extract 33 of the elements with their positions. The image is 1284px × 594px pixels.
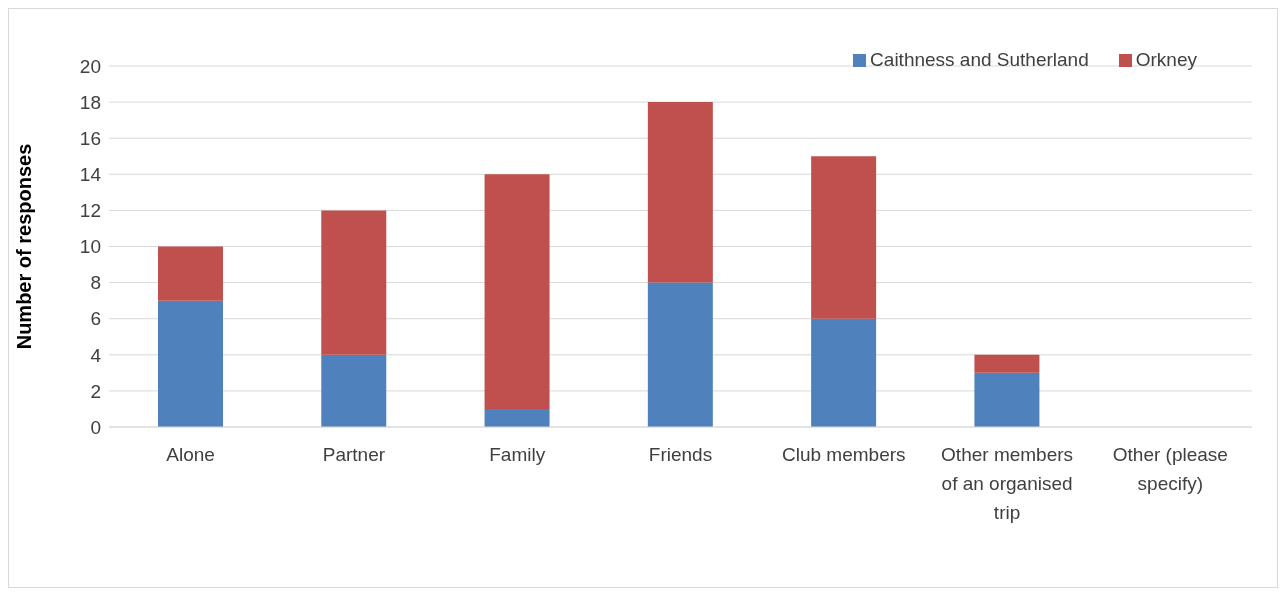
y-tick-label: 18 — [79, 91, 101, 113]
x-tick-label: Other (please specify) — [1112, 444, 1228, 494]
bar — [321, 354, 387, 427]
y-tick-label: 0 — [90, 416, 101, 438]
bar — [974, 354, 1040, 373]
y-tick-label: 16 — [79, 127, 101, 149]
bar — [157, 300, 223, 427]
bar — [974, 372, 1040, 427]
y-tick-label: 6 — [90, 308, 101, 330]
y-tick-label: 4 — [90, 344, 102, 366]
bar — [647, 102, 713, 283]
y-tick-label: 10 — [79, 236, 101, 258]
bar — [484, 174, 550, 409]
bar — [321, 210, 387, 355]
bar — [647, 282, 713, 427]
x-tick-label: Partner — [322, 444, 386, 465]
x-tick-label: Other members of an organised trip — [941, 444, 1074, 523]
x-tick-label: Family — [489, 444, 546, 465]
y-axis-title: Number of responses — [13, 143, 36, 350]
bar — [157, 246, 223, 301]
y-tick-label: 14 — [79, 164, 102, 186]
x-tick-label: Friends — [648, 444, 713, 465]
bar — [811, 318, 877, 427]
y-tick-label: 2 — [90, 380, 101, 402]
y-tick-label: 12 — [79, 200, 101, 222]
legend-label: Orkney — [1135, 49, 1197, 70]
bar — [484, 408, 550, 427]
y-tick-label: 20 — [79, 55, 101, 77]
legend-label: Caithness and Sutherland — [870, 49, 1089, 70]
y-tick-label: 8 — [90, 272, 101, 294]
bar — [811, 156, 877, 319]
x-tick-label: Club members — [782, 444, 906, 465]
x-tick-label: Alone — [166, 444, 215, 465]
